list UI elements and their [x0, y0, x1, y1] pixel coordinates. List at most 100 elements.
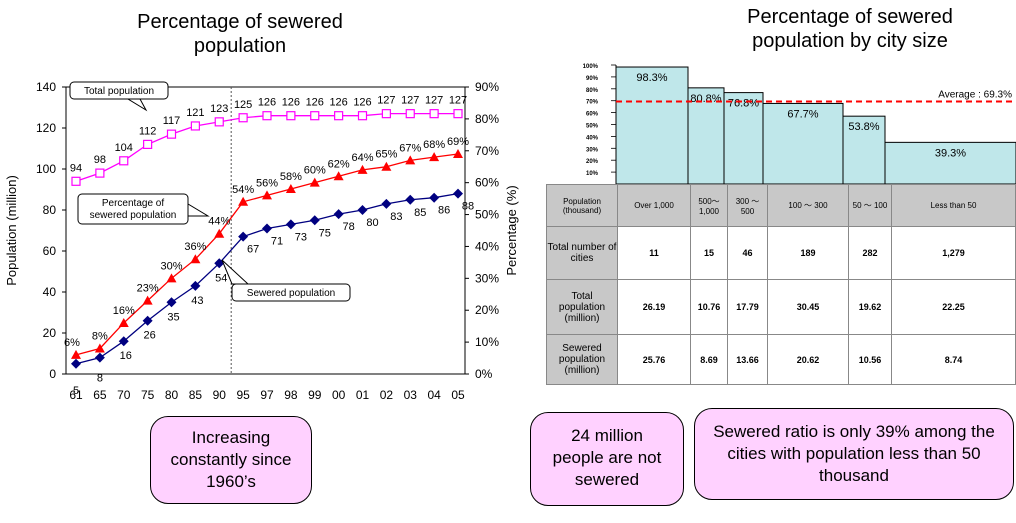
sewered-population-point: [118, 336, 129, 347]
data-label: 112: [139, 125, 157, 137]
percentage-point: [381, 161, 392, 171]
data-label: 71: [271, 235, 283, 247]
percentage-point: [429, 152, 440, 162]
bar-y-tick-label: 70%: [586, 100, 599, 106]
sewered-population-point: [429, 192, 440, 203]
data-label: 80: [366, 217, 378, 229]
data-label: 44%: [208, 216, 230, 228]
right-y-tick-label: 80%: [475, 112, 499, 126]
bar-y-tick-label: 40%: [586, 135, 599, 141]
percentage-point: [71, 349, 81, 359]
data-label: 30%: [160, 260, 182, 272]
x-tick-label: 75: [141, 388, 155, 402]
not-sewered-callout-text: 24 million people are not sewered: [552, 426, 662, 489]
data-label: 85: [414, 207, 426, 219]
left-y-tick-label: 140: [36, 80, 56, 94]
table-cell: 26.19: [617, 279, 691, 335]
table-row: Total population (million) 26.19 10.76 1…: [546, 279, 1016, 335]
percentage-point: [142, 295, 153, 305]
data-label: 104: [115, 142, 133, 154]
table-row: Sewered population (million) 25.76 8.69 …: [546, 334, 1016, 385]
increasing-callout: Increasing constantly since 1960’s: [150, 416, 312, 504]
right-y-tick-label: 20%: [475, 303, 499, 317]
percentage-point: [166, 273, 177, 283]
percentage-point: [118, 317, 129, 327]
data-label: 26: [144, 330, 156, 342]
percentage-point: [190, 254, 201, 264]
data-label: 60%: [304, 165, 326, 177]
left-y-tick-label: 100: [36, 162, 56, 176]
data-label: 126: [258, 97, 276, 109]
bar-y-tick-label: 60%: [586, 112, 599, 118]
total-population-point: [381, 109, 391, 119]
total-population-point: [262, 111, 272, 121]
table-cell: 13.66: [727, 334, 768, 385]
right-y-tick-label: 60%: [475, 176, 499, 190]
total-population-point: [166, 129, 177, 139]
table-cell: 15: [690, 226, 728, 280]
left-y-tick-label: 80: [43, 203, 57, 217]
table-cell: 1,279: [891, 226, 1016, 280]
sewered-population-point: [71, 358, 81, 369]
sewered-population-point: [285, 219, 296, 230]
sewered-population-point: [309, 215, 320, 226]
data-label: 98: [94, 154, 106, 166]
sewered-population-point: [357, 205, 368, 215]
data-label: 127: [449, 95, 467, 107]
data-label: 58%: [280, 171, 302, 183]
data-label: 121: [186, 107, 204, 119]
x-tick-label: 70: [117, 388, 131, 402]
percentage-point: [453, 148, 463, 158]
data-label: 8: [97, 373, 103, 385]
sewered-ratio-callout-text: Sewered ratio is only 39% among the citi…: [713, 422, 995, 485]
left-y-tick-label: 120: [36, 121, 56, 135]
percentage-point: [357, 164, 368, 174]
right-y-tick-label: 10%: [475, 335, 499, 349]
total-population-point: [310, 111, 320, 121]
bar-y-tick-label: 100%: [583, 64, 599, 70]
annotation-pointer: [221, 259, 250, 285]
sewered-annotation-box: [231, 283, 351, 302]
sewered-population-point: [333, 209, 344, 220]
city-size-bar: [884, 141, 1016, 185]
table-cell: 30.45: [767, 279, 849, 335]
not-sewered-callout: 24 million people are not sewered: [530, 412, 684, 506]
data-label: 65%: [375, 149, 397, 161]
data-label: 94: [70, 162, 82, 174]
data-label: 67: [247, 244, 259, 256]
bar-value-label: 53.8%: [848, 121, 879, 133]
annotation-pointer: [126, 98, 148, 112]
percentage-point: [94, 343, 105, 353]
data-label: 68%: [423, 139, 445, 151]
data-label: 126: [329, 97, 347, 109]
data-label: 78: [343, 221, 355, 233]
table-cell: 17.79: [727, 279, 768, 335]
percentage-point: [333, 171, 344, 181]
bar-y-tick-label: 50%: [586, 124, 599, 130]
data-label: 23%: [137, 283, 159, 295]
right-y-tick-label: 30%: [475, 271, 499, 285]
table-cell: 8.69: [690, 334, 728, 385]
data-label: 6%: [64, 337, 80, 349]
sewered-population-point: [166, 297, 177, 308]
data-label: 64%: [351, 152, 373, 164]
bar-y-tick-label: 30%: [586, 147, 599, 153]
left-y-tick-label: 0: [49, 367, 56, 381]
x-tick-label: 98: [284, 388, 298, 402]
left-y-tick-label: 40: [43, 285, 57, 299]
data-label: 54: [215, 272, 227, 284]
x-tick-label: 05: [451, 388, 465, 402]
left-chart-title: Percentage of sewered population: [90, 10, 390, 58]
right-axis-label: Percentage (%): [504, 185, 519, 275]
data-label: 126: [353, 97, 371, 109]
total-population-point: [143, 139, 153, 150]
table-cell: 19.62: [848, 279, 892, 335]
x-tick-label: 61: [69, 388, 83, 402]
city-size-bar: [723, 92, 764, 185]
sewered-population-line-chart: 0204060801001201400%10%20%30%40%50%60%70…: [4, 80, 519, 402]
table-cell: 282: [848, 226, 892, 280]
bar-y-tick-label: 80%: [586, 88, 599, 94]
data-label: 8%: [92, 330, 108, 342]
left-y-tick-label: 20: [43, 326, 57, 340]
total-population-point: [190, 121, 200, 131]
